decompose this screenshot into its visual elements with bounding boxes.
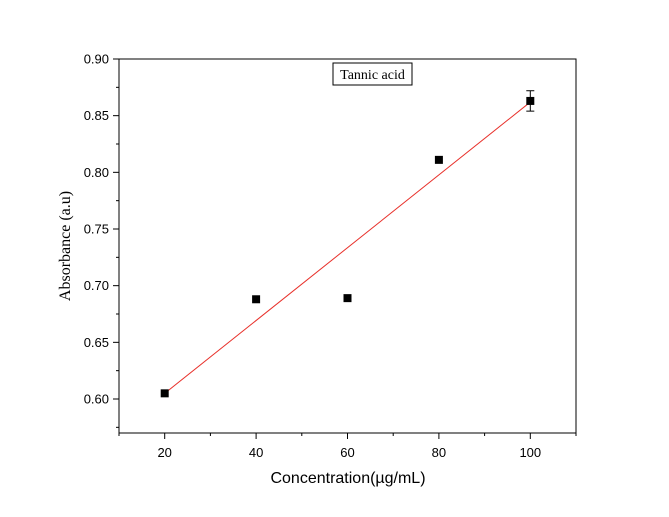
legend-box (332, 62, 413, 86)
y-tick-label: 0.70 (84, 278, 109, 293)
x-tick-label: 60 (340, 445, 354, 460)
y-tick-label: 0.85 (84, 108, 109, 123)
data-point (160, 389, 169, 398)
data-point (252, 295, 261, 304)
data-point (434, 155, 443, 164)
y-tick-label: 0.75 (84, 222, 109, 237)
x-tick-label: 20 (157, 445, 171, 460)
data-point (343, 294, 352, 303)
x-tick-label: 80 (432, 445, 446, 460)
ticks (113, 58, 577, 439)
tick-labels: 20 40 60 80 100 0.60 0.65 0.70 0.75 0.80 0.85 0.90 (84, 52, 541, 461)
plot-frame (118, 58, 577, 434)
legend-label: Tannic acid (340, 68, 405, 83)
y-tick-label: 0.90 (84, 52, 109, 67)
y-axis-title: Absorbance (a.u) (57, 191, 74, 301)
x-axis-title: Concentration(µg/mL) (270, 470, 425, 487)
y-tick-label: 0.60 (84, 392, 109, 407)
y-tick-label: 0.80 (84, 165, 109, 180)
x-tick-label: 40 (249, 445, 263, 460)
data-point (526, 96, 535, 105)
fit-line (164, 101, 531, 394)
legend: Tannic acid (332, 62, 413, 86)
data-points (160, 96, 535, 398)
y-tick-label: 0.65 (84, 335, 109, 350)
x-tick-label: 100 (519, 445, 541, 460)
